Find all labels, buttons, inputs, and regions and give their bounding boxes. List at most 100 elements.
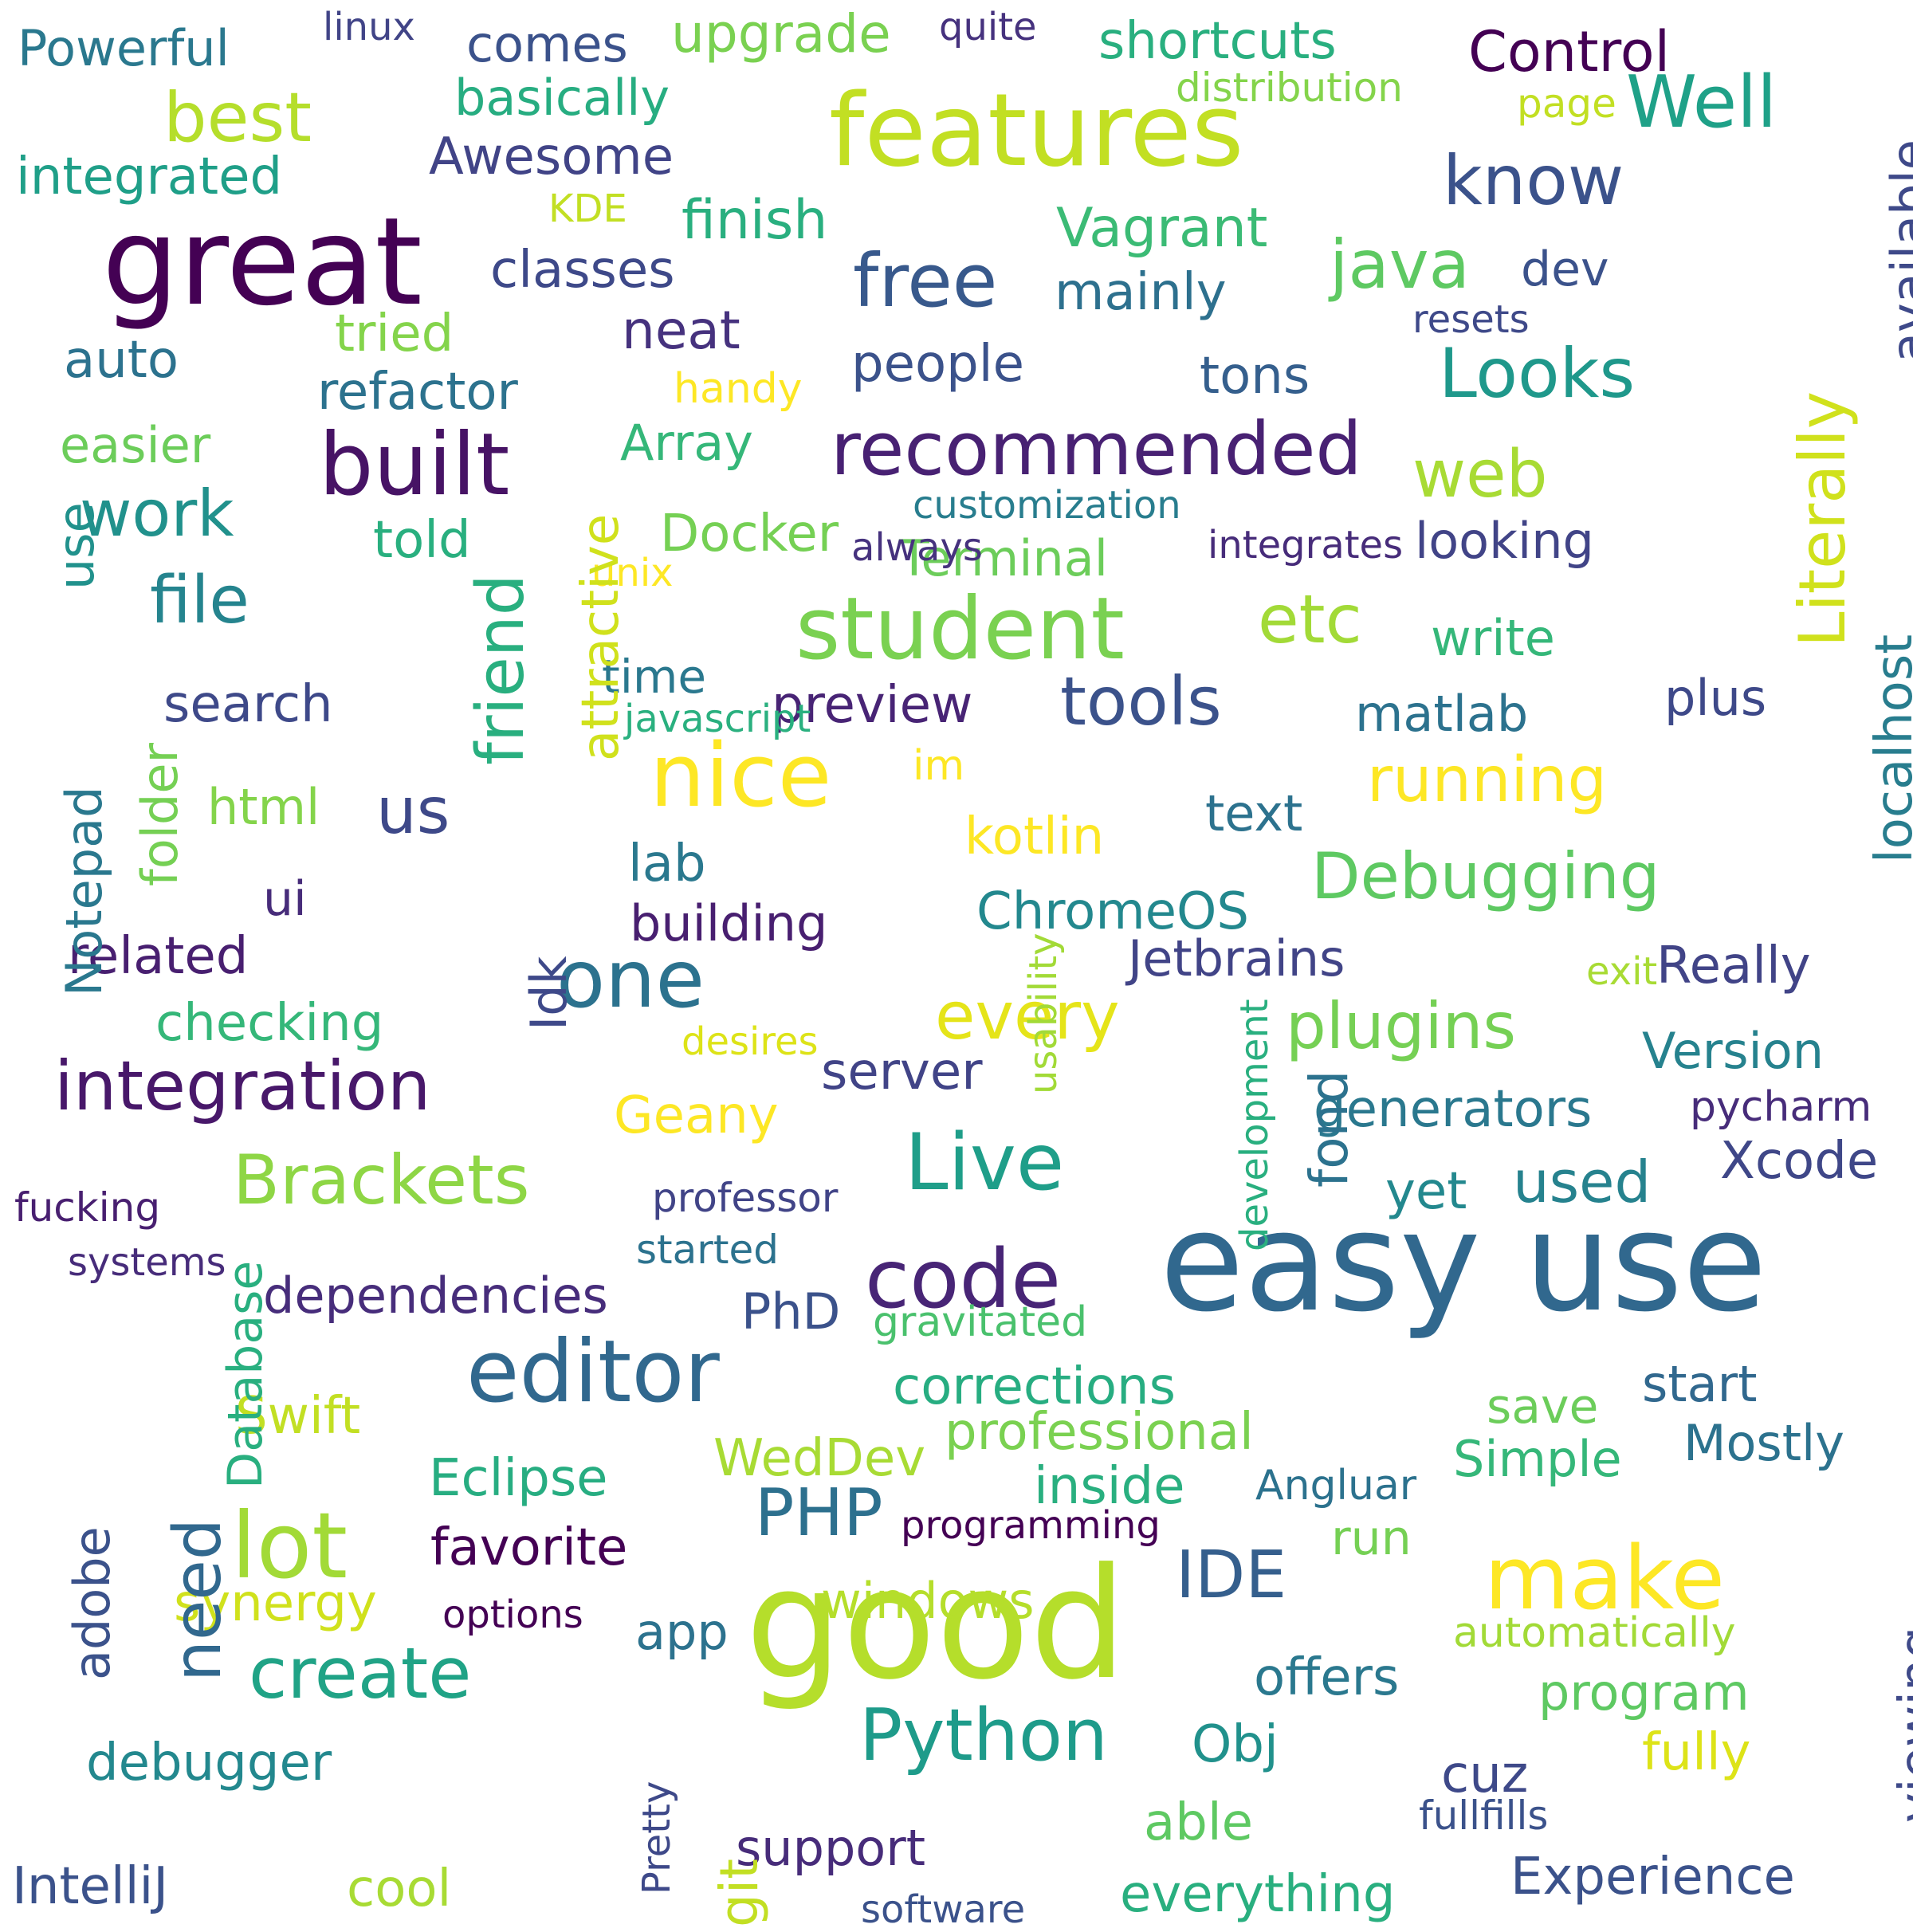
word-xcode: Xcode (1720, 1132, 1879, 1191)
word-linux: linux (323, 5, 415, 49)
word-corrections: corrections (893, 1357, 1176, 1416)
word-matlab: matlab (1355, 685, 1529, 743)
word-debugger: debugger (86, 1734, 332, 1793)
word-plus: plus (1664, 669, 1767, 727)
word-dev: dev (1521, 242, 1609, 297)
word-support: support (736, 1819, 926, 1877)
word-obj: Obj (1192, 1715, 1279, 1774)
word-app: app (635, 1603, 729, 1661)
word-desires: desires (682, 1019, 819, 1064)
word-brackets: Brackets (233, 1141, 530, 1220)
word-integration: integration (54, 1046, 431, 1126)
word-search: search (163, 675, 333, 734)
word-create: create (249, 1632, 472, 1714)
word-offers: offers (1254, 1648, 1400, 1707)
word-fond: fond (1298, 1070, 1360, 1188)
word-quite: quite (939, 5, 1037, 49)
word-mainly: mainly (1055, 263, 1227, 322)
word-customization: customization (913, 483, 1181, 528)
word-able: able (1144, 1793, 1253, 1852)
word-lot: lot (231, 1493, 348, 1599)
word-classes: classes (490, 241, 675, 300)
word-automatically: automatically (1453, 1609, 1736, 1657)
word-literally: Literally (1785, 391, 1860, 647)
word-cool: cool (347, 1859, 452, 1918)
word-use: use (47, 502, 105, 590)
word-yet: yet (1385, 1162, 1467, 1221)
word-options: options (442, 1592, 583, 1637)
word-software: software (861, 1887, 1026, 1932)
word-fucking: fucking (14, 1184, 161, 1231)
word-kde: KDE (548, 187, 627, 231)
word-nice: nice (650, 724, 832, 827)
word-resets: resets (1412, 297, 1530, 342)
word-tools: tools (1060, 662, 1222, 740)
word-recommended: recommended (831, 406, 1362, 492)
word-phd: PhD (741, 1282, 841, 1341)
word-ui: ui (263, 871, 307, 927)
word-geany: Geany (614, 1086, 779, 1145)
word-integrates: integrates (1208, 523, 1404, 567)
word-shortcuts: shortcuts (1098, 12, 1337, 71)
word-viewing: viewing (1889, 1626, 1913, 1823)
word-pretty: Pretty (634, 1781, 679, 1895)
word-kotlin: kotlin (964, 807, 1105, 866)
word-student: student (795, 579, 1125, 679)
word-powerful: Powerful (18, 19, 230, 77)
word-make: make (1484, 1527, 1726, 1629)
word-told: told (373, 511, 471, 570)
word-really: Really (1656, 937, 1811, 995)
word-folder: folder (131, 743, 189, 886)
word-php: PHP (755, 1475, 883, 1551)
word-debugging: Debugging (1311, 839, 1660, 913)
word-page: page (1517, 80, 1616, 127)
word-vagrant: Vagrant (1056, 197, 1268, 260)
word-people: people (851, 335, 1024, 394)
word-fullfills: fullfills (1419, 1793, 1549, 1839)
word-features: features (829, 72, 1244, 189)
word-dependencies: dependencies (263, 1266, 608, 1325)
word-comes: comes (466, 15, 628, 73)
word-weddev: WedDev (713, 1429, 926, 1488)
word-intellij: IntelliJ (12, 1857, 169, 1916)
word-looks: Looks (1439, 334, 1636, 414)
word-angluar: Angluar (1255, 1462, 1417, 1510)
word-handy: handy (674, 365, 803, 413)
word-friend: friend (463, 574, 539, 765)
word-tons: tons (1200, 347, 1310, 406)
word-pycharm: pycharm (1690, 1083, 1872, 1131)
word-im: im (913, 742, 965, 790)
word-lab: lab (628, 834, 706, 893)
word-preview: preview (772, 676, 973, 735)
word-know: know (1443, 141, 1624, 221)
word-text: text (1205, 784, 1303, 842)
word-localhost: localhost (1865, 634, 1913, 863)
word-cuz: cuz (1441, 1745, 1529, 1804)
word-eclipse: Eclipse (429, 1449, 608, 1508)
word-editor: editor (466, 1322, 720, 1422)
word-distribution: distribution (1176, 65, 1403, 111)
word-inside: inside (1034, 1457, 1185, 1516)
word-available: available (1880, 139, 1913, 363)
word-checking: checking (155, 994, 384, 1053)
word-html: html (207, 778, 320, 836)
word-good: good (745, 1536, 1127, 1714)
word-javascript: javascript (624, 697, 811, 741)
word-fully: fully (1642, 1723, 1751, 1782)
word-synergy: synergy (174, 1574, 377, 1633)
word-chromeos: ChromeOS (976, 882, 1250, 941)
word-upgrade: upgrade (671, 3, 891, 65)
word-development: development (1232, 999, 1277, 1251)
word-attractive: attractive (572, 513, 630, 761)
word-write: write (1431, 609, 1555, 667)
word-integrated: integrated (16, 147, 283, 206)
word-best: best (163, 78, 312, 158)
word-array: Array (620, 414, 753, 472)
word-control: Control (1468, 19, 1671, 84)
word-live: Live (905, 1117, 1065, 1208)
word-program: program (1538, 1663, 1750, 1722)
word-file: file (150, 563, 249, 638)
word-windows: windows (821, 1572, 1035, 1630)
word-usability: usability (1021, 933, 1066, 1094)
word-ide: IDE (1176, 1537, 1287, 1613)
